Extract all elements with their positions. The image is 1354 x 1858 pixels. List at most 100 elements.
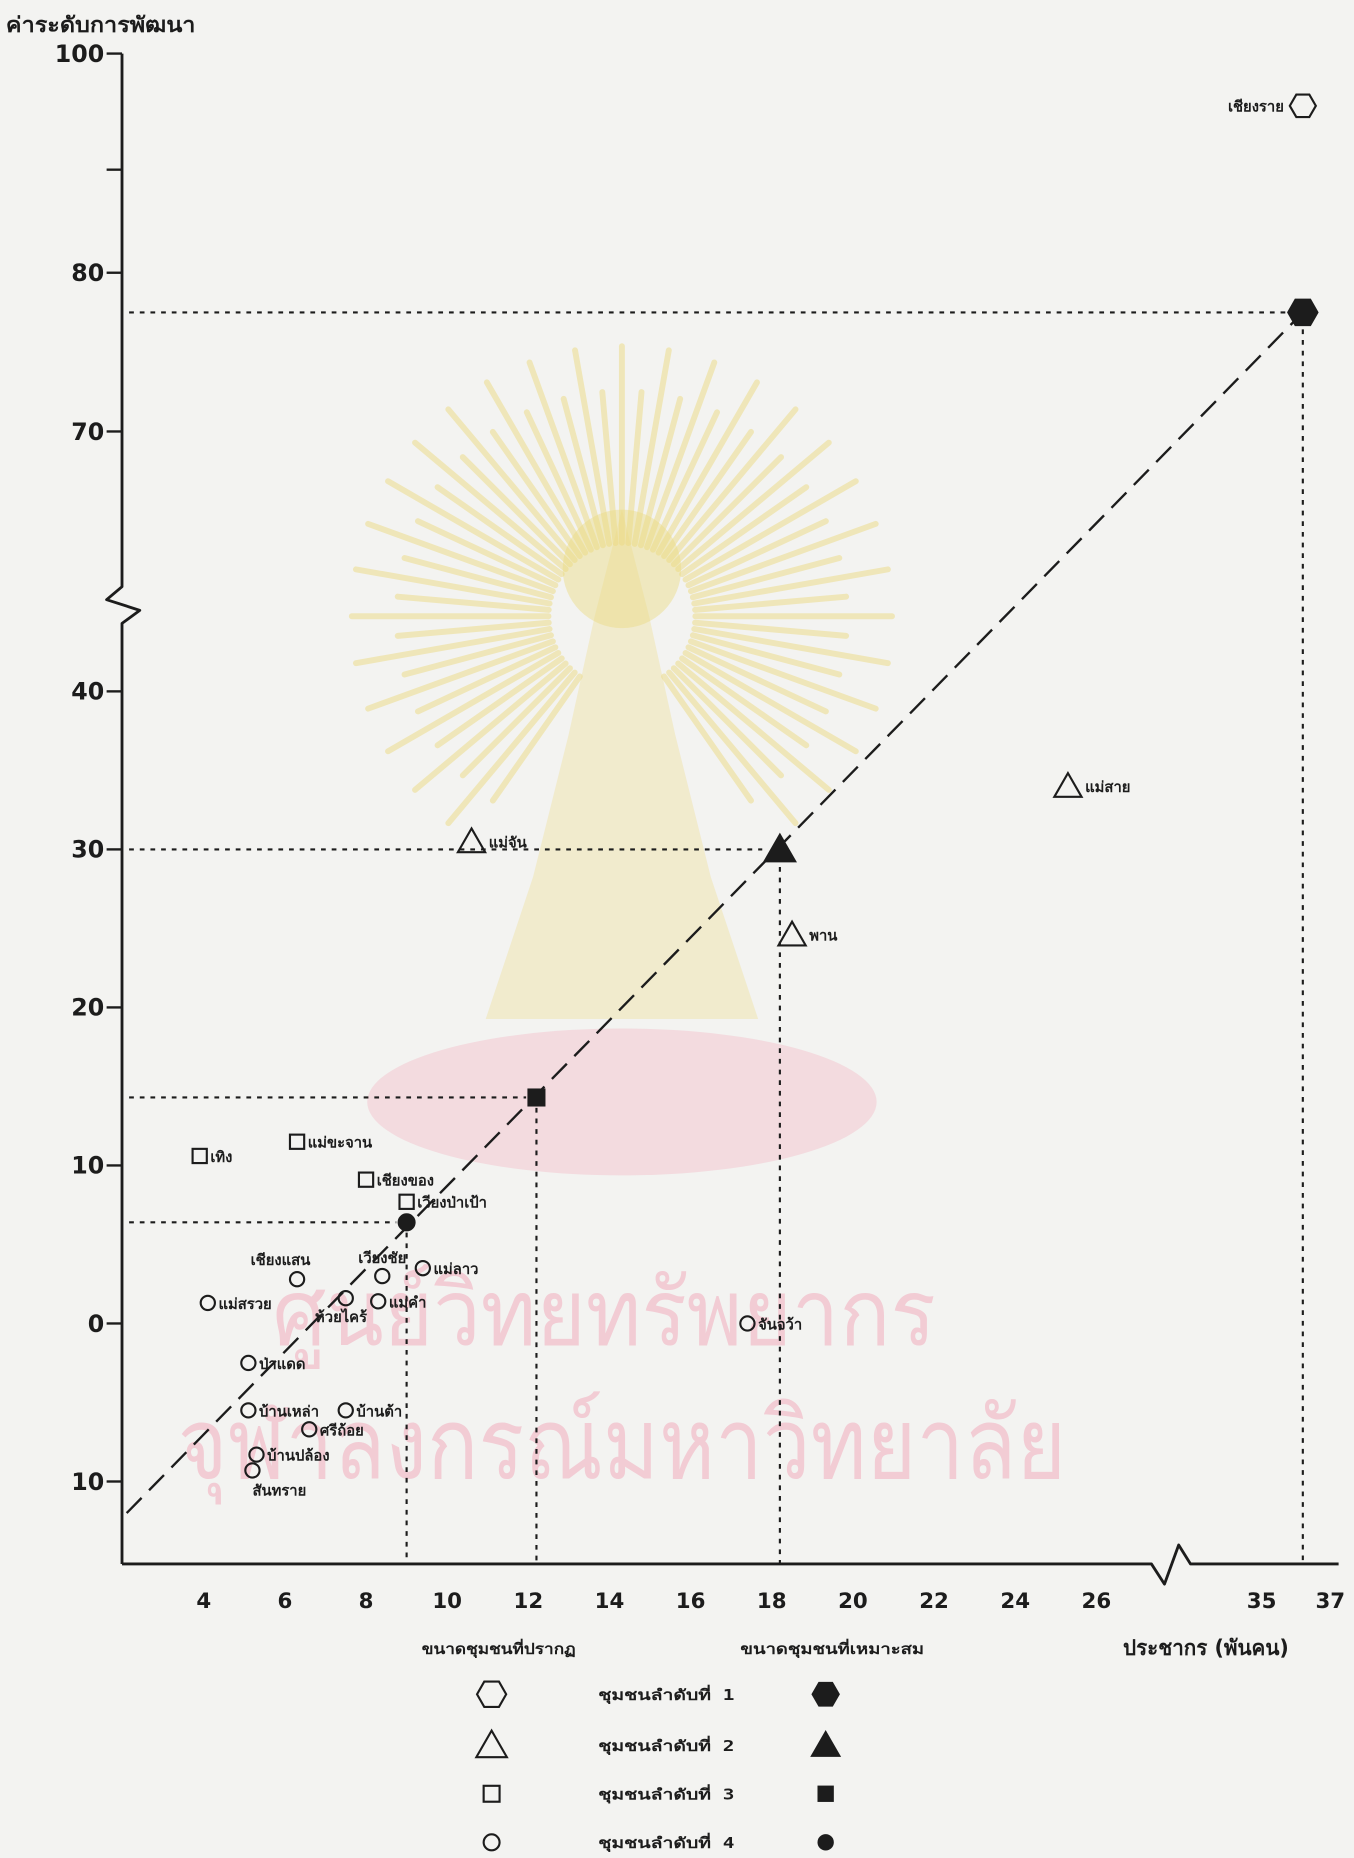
actual-point-marker [288,1271,306,1288]
actual-point-marker [240,1402,257,1419]
emblem-ray [691,566,891,607]
emblem-ray [689,632,843,678]
emblem-ray [691,626,891,667]
actual-point-marker [248,1446,265,1463]
actual-point-marker [337,1290,354,1307]
point-label: แม่สรวย [218,1296,271,1313]
legend: ขนาดชุมชนที่ปรากฏ ขนาดชุมชนที่เหมาะสม ชุ… [422,1638,924,1852]
emblem-ray [352,626,553,667]
emblem-ray [459,665,573,779]
legend-rows: ชุมชนลำดับที่ 1 ชุมชนลำดับที่ 2 ชุมชนลำดับ… [474,1680,842,1852]
emblem-ray [685,644,829,715]
legend-row: ชุมชนลำดับที่ 4 [482,1832,834,1852]
emblem-watermark-icon [348,343,895,1176]
point-label: เวียงป่าเป้า [417,1195,487,1212]
point-label: แม่ลาว [434,1261,479,1278]
legend-row: ชุมชนลำดับที่ 1 [475,1680,840,1708]
legend-row-label: ชุมชนลำดับที่ 2 [598,1735,734,1755]
emblem-ray [679,655,810,749]
emblem-ray [661,673,754,804]
point-label: สันทราย [252,1482,306,1499]
point-label: บ้านปล้อง [267,1448,329,1465]
x-axis-line [122,1543,1339,1586]
emblem-ray [666,406,799,563]
actual-point-marker [191,1147,208,1165]
emblem-ray [394,619,552,639]
emblem-ray [434,655,565,749]
legend-open-marker [482,1784,501,1803]
emblem-ray [394,593,552,613]
emblem-ray [459,454,573,568]
emblem-ray [666,669,799,827]
actual-point-marker [1052,771,1084,798]
emblem-ray [679,484,810,578]
emblem-ray [687,638,879,712]
emblem-ray [631,347,672,547]
emblem-ray [572,347,613,547]
actual-point-marker [414,1259,432,1277]
emblem-ray [445,669,578,827]
trend-line [125,311,1304,1514]
legend-row-label: ชุมชนลำดับที่ 1 [598,1684,734,1704]
emblem-sun [562,509,682,629]
emblem-ray [599,389,619,547]
watermark: ศูนย์วิทยทรัพยากร จุฬาลงกรณ์มหาวิทยาลัย [178,343,1066,1505]
emblem-base [367,1028,877,1176]
emblem-ray [692,619,850,639]
actual-point-marker [398,1193,415,1210]
y-tick-label: 40 [71,678,104,706]
actual-point-marker [301,1421,318,1438]
emblem-ray [670,665,785,779]
optimal-point-marker [527,1088,546,1107]
emblem-ray [655,379,760,556]
actual-point-marker [337,1402,354,1419]
emblem-ray [489,673,583,804]
x-tick-label: 20 [838,1589,868,1614]
x-tick-label: 37 [1315,1589,1345,1614]
legend-filled-marker [810,1730,842,1757]
emblem-ray [489,428,583,560]
emblem-ray [644,359,718,551]
actual-point-marker [456,826,487,854]
x-tick-label: 12 [513,1589,543,1614]
emblem-ray [412,439,569,573]
legend-row: ชุมชนลำดับที่ 2 [474,1728,842,1759]
emblem-ray [414,644,559,715]
point-label: แม่สาย [1085,779,1130,796]
actual-point-marker [288,1133,306,1150]
x-tick-label: 8 [359,1589,374,1614]
point-label: เชียงของ [377,1173,434,1190]
y-tick-label: 80 [71,259,104,287]
y-axis-title: ค่าระดับการพัฒนา [6,13,196,38]
guide-lines [129,311,1304,1564]
emblem-ray [365,638,556,712]
point-label: จันจว้า [758,1316,802,1333]
optimal-point-marker [1287,298,1319,327]
x-tick-label: 16 [676,1589,706,1614]
legend-row-label: ชุมชนลำดับที่ 4 [598,1832,734,1852]
x-tick-label: 4 [196,1589,211,1614]
emblem-ray [385,478,562,583]
point-label: ห้วยไคร้ [315,1308,367,1326]
emblem-ray [675,439,832,573]
point-label: พาน [809,928,838,945]
emblem-ray [682,650,859,755]
emblem-ray [523,409,594,553]
emblem-ray [401,555,554,601]
actual-point-marker [240,1354,257,1372]
actual-point-marker [776,919,808,947]
optimal-point-marker [397,1213,416,1232]
x-tick-label: 35 [1247,1589,1277,1614]
point-label: เทิง [210,1149,232,1166]
emblem-ray [352,566,553,607]
legend-filled-marker [811,1681,840,1707]
emblem-ray [365,520,556,595]
y-tick-label: 20 [71,994,104,1022]
x-tick-label: 18 [757,1589,787,1614]
y-axis-line [105,53,142,1564]
x-axis-ticks: 4 6 8 10 12 14 16 18 20 22 24 26 35 37 [196,1589,1345,1614]
y-tick-label: 100 [55,40,104,68]
point-label: แม่ขะจาน [308,1135,373,1152]
